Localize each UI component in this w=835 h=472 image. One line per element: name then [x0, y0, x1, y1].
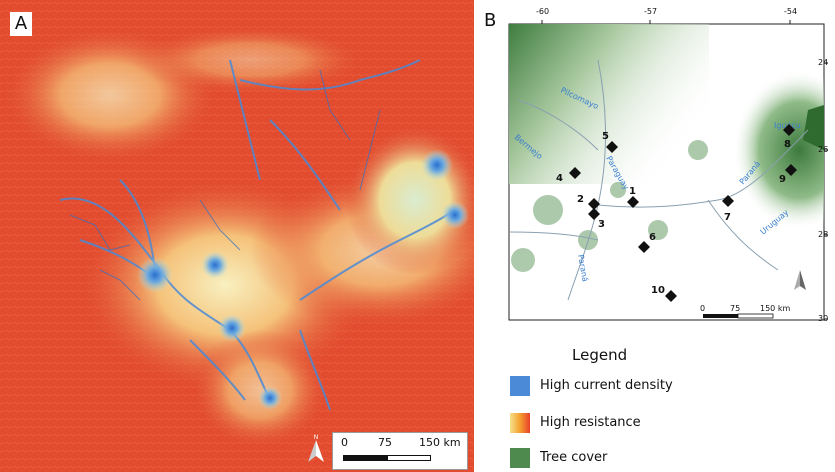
legend: Legend High current density High resista…: [510, 343, 830, 471]
site-label-10: 10: [651, 285, 665, 296]
site-marker-2: [588, 198, 600, 210]
site-label-7: 7: [724, 212, 731, 223]
lon-tick-3: -54: [784, 7, 798, 16]
tree-cover-map-panel: Pilcomayo Bermejo Paraguay Paraná Paraná…: [478, 0, 835, 335]
resistance-map-panel: A N 0 75 150 km: [0, 0, 474, 472]
site-label-9: 9: [779, 174, 786, 185]
site-marker-7: [722, 195, 734, 207]
resistance-map: [0, 0, 474, 472]
lat-tick-4: 30: [818, 314, 829, 323]
legend-label-resistance: High resistance: [540, 415, 641, 430]
site-marker-3: [588, 208, 600, 220]
site-marker-5: [606, 141, 618, 153]
site-label-6: 6: [649, 232, 656, 243]
panel-b-label: B: [484, 10, 497, 31]
site-marker-6: [638, 241, 650, 253]
current-density-swatch: [510, 376, 530, 396]
river-label-iguacu: Iguaçu: [774, 121, 801, 130]
lon-tick-1: -60: [536, 7, 550, 16]
scale-tick-b-0: 0: [700, 304, 705, 313]
scale-tick-b-150: 150 km: [760, 304, 790, 313]
scale-tick-a-150: 150 km: [419, 436, 461, 449]
scale-tick-b-75: 75: [730, 304, 740, 313]
site-label-3: 3: [598, 219, 605, 230]
scale-bar-a: 0 75 150 km: [332, 432, 468, 470]
site-label-2: 2: [577, 194, 584, 205]
resistance-swatch: [510, 413, 530, 433]
scale-tick-a-75: 75: [378, 436, 392, 449]
lat-tick-2: 26: [818, 145, 829, 154]
site-label-4: 4: [556, 173, 563, 184]
lat-tick-1: 24: [818, 58, 829, 67]
north-arrow-icon: N: [308, 434, 324, 462]
svg-text:N: N: [314, 434, 319, 441]
legend-label-current-density: High current density: [540, 378, 673, 393]
legend-title: Legend: [572, 346, 628, 364]
site-marker-10: [665, 290, 677, 302]
site-marker-8: [783, 124, 795, 136]
site-label-1: 1: [629, 186, 636, 197]
site-marker-1: [627, 196, 639, 208]
legend-label-tree-cover: Tree cover: [540, 450, 608, 465]
panel-a-label: A: [10, 12, 32, 36]
site-marker-4: [569, 167, 581, 179]
tree-cover-swatch: [510, 448, 530, 468]
lon-tick-2: -57: [644, 7, 658, 16]
site-label-8: 8: [784, 139, 791, 150]
scale-tick-a-0: 0: [341, 436, 348, 449]
tree-cover-map: Pilcomayo Bermejo Paraguay Paraná Paraná…: [508, 20, 828, 321]
site-label-5: 5: [602, 131, 609, 142]
lat-tick-3: 28: [818, 230, 829, 239]
north-arrow-b-icon: [794, 270, 806, 290]
scale-bar-b: 0 75 150 km: [700, 304, 790, 319]
site-marker-9: [785, 164, 797, 176]
